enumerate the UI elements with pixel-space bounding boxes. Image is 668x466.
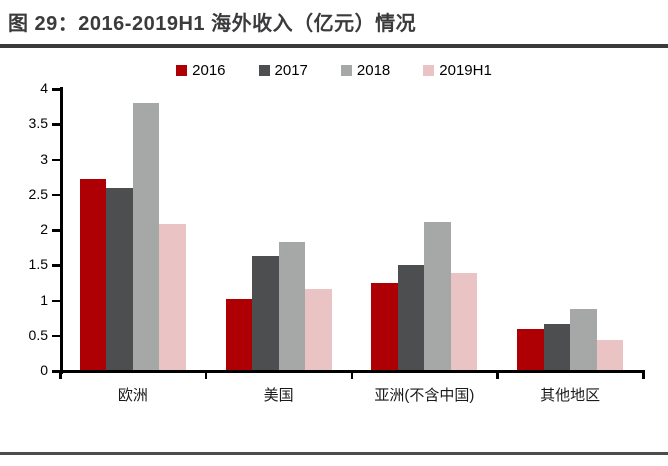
legend-label-2018: 2018 [356, 61, 391, 79]
bar-2019H1-美国 [305, 288, 332, 371]
legend-item-2016: 2016 [176, 61, 226, 79]
x-tick [350, 370, 353, 379]
bar-2018-亚洲(不含中国) [424, 222, 451, 371]
figure-title: 图 29：2016-2019H1 海外收入（亿元）情况 [8, 13, 417, 35]
y-tick [52, 193, 60, 197]
y-tick [52, 334, 60, 338]
y-tick-label: 2.5 [28, 185, 48, 202]
x-category-label: 美国 [263, 387, 294, 404]
bar-2017-其他地区 [543, 324, 571, 371]
y-tick-label: 1 [40, 291, 48, 308]
x-tick [59, 370, 62, 379]
legend-label-2017: 2017 [274, 61, 308, 79]
y-tick-label: 4 [40, 80, 48, 96]
legend-swatch-2019h1 [423, 64, 435, 76]
bar-2019H1-欧洲 [159, 224, 186, 371]
legend-item-2018: 2018 [340, 61, 391, 79]
x-tick [204, 370, 208, 379]
legend-swatch-2017 [258, 64, 270, 76]
y-tick [52, 370, 60, 373]
title-divider [0, 44, 668, 48]
x-category-label: 欧洲 [117, 387, 148, 404]
bar-2018-欧洲 [132, 103, 160, 371]
y-tick-label: 0.5 [28, 326, 48, 343]
bottom-divider [0, 452, 668, 455]
bar-2019H1-其他地区 [596, 339, 624, 371]
legend-swatch-2018 [340, 64, 352, 76]
legend-item-2019h1: 2019H1 [423, 62, 492, 79]
y-tick [52, 264, 60, 267]
y-tick [52, 299, 60, 302]
x-tick [642, 370, 645, 379]
x-tick [496, 370, 499, 379]
bar-2016-其他地区 [517, 329, 544, 371]
y-tick [52, 123, 60, 126]
y-tick-label: 3 [40, 150, 48, 167]
bar-2016-美国 [225, 299, 253, 371]
bar-2017-亚洲(不含中国) [397, 265, 425, 371]
bar-2019H1-亚洲(不含中国) [450, 273, 478, 371]
y-tick-label: 2 [40, 221, 48, 237]
legend-item-2017: 2017 [258, 61, 308, 79]
y-tick-label: 0 [40, 362, 48, 378]
y-tick [52, 88, 60, 91]
y-tick [52, 158, 60, 161]
y-tick [52, 229, 60, 232]
bar-2016-欧洲 [79, 179, 107, 371]
legend-label-2016: 2016 [192, 61, 226, 79]
bar-2017-欧洲 [106, 187, 133, 371]
x-category-label: 亚洲(不含中国) [374, 387, 475, 404]
legend-label-2019h1: 2019H1 [439, 61, 492, 79]
x-category-label: 其他地区 [540, 387, 601, 404]
y-axis-line [60, 87, 63, 374]
bar-2018-其他地区 [570, 308, 597, 371]
y-tick-label: 3.5 [28, 115, 48, 132]
legend-swatch-2016 [176, 64, 188, 76]
bar-2018-美国 [278, 241, 306, 371]
bar-2017-美国 [252, 256, 279, 371]
chart-legend: 2016 2017 2018 2019H1 [0, 61, 668, 79]
y-tick-label: 1.5 [28, 256, 48, 273]
bar-2016-亚洲(不含中国) [371, 282, 398, 371]
